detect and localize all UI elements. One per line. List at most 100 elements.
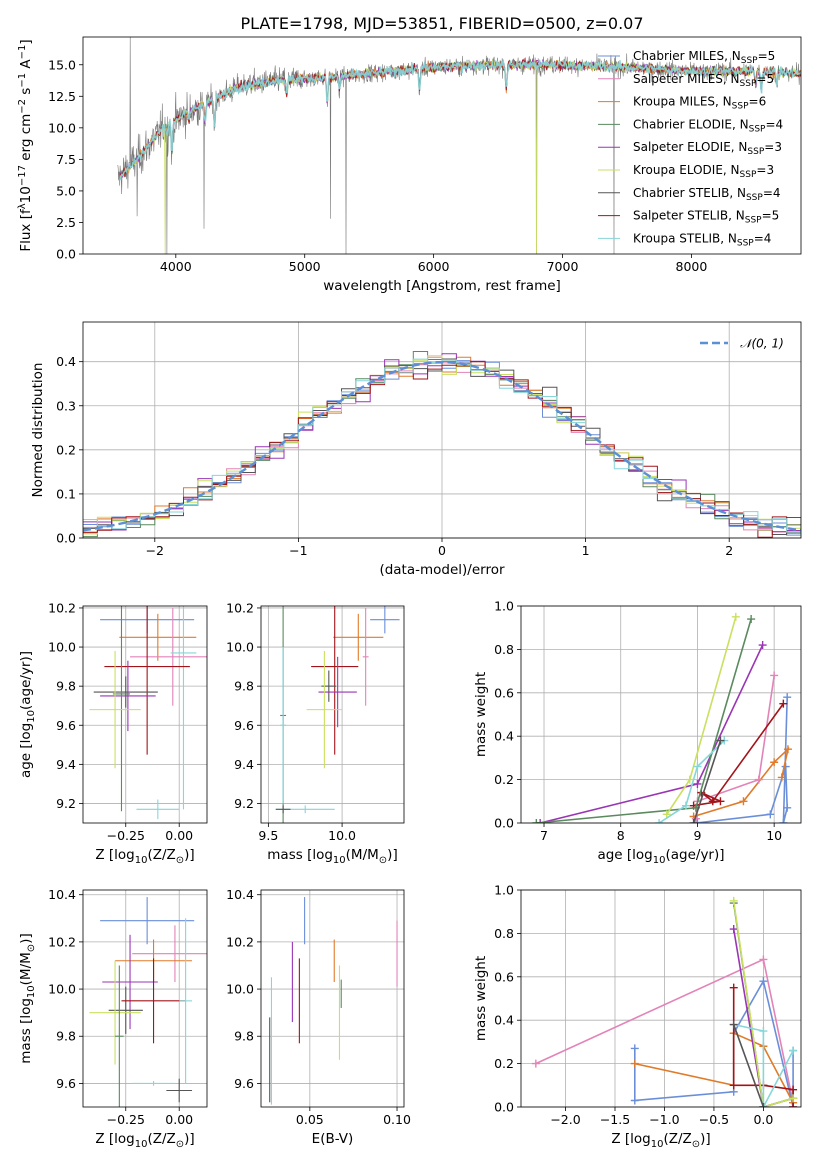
weight-marker-SM [759,955,768,964]
x-tick-label: 5000 [289,259,321,274]
legend-tail: =5 [756,72,774,86]
legend-sub: SSP [737,238,754,248]
label-part: s [18,88,34,99]
legend-entry-CS: Chabrier STELIB, NSSP=4 [633,186,781,203]
weight-marker-KE [662,810,671,819]
weight-marker-SE [729,925,738,934]
x-tick-label: −2 [146,543,164,558]
weight-line-KS [658,739,725,823]
legend-tail: =5 [758,49,776,63]
x-tick-label: 9.5 [258,828,278,843]
y-tick-label: 9.6 [56,1076,76,1091]
y-tick-label: 0.4 [494,1013,514,1028]
weight-marker-SS [779,699,788,708]
legend-sub: SSP [732,102,749,112]
label-part: (age/yr)] [18,651,34,710]
axes-frame [82,321,802,539]
weight-marker-CM [783,693,792,702]
x-tick-label: 0.05 [296,1112,324,1127]
x-axis-label: Z [log10(Z/Z⊙)] [611,1131,710,1150]
weight-marker-CE [747,615,756,624]
y-tick-label: 9.4 [56,757,76,772]
y-tick-label: 10.4 [226,887,254,902]
x-tick-label: 10.0 [328,828,356,843]
label-part: ⊙ [176,1139,184,1150]
y-tick-label: 10.0 [226,640,254,655]
x-axis-label: mass [log10(M/M⊙)] [267,847,397,866]
weight-marker-CM [766,810,775,819]
label-part: ⊙ [26,944,37,952]
legend-sub: SSP [749,124,766,134]
weight-marker-SE [693,779,702,788]
legend-base: Kroupa MILES, N [633,95,732,109]
x-tick-label: 4000 [160,259,192,274]
y-tick-label: 5.0 [56,183,76,198]
y-tick-label: 9.8 [234,679,254,694]
label-part: Z [log [95,847,134,863]
weight-marker-SE [758,641,767,650]
x-tick-label: −2.0 [550,1112,580,1127]
y-axis-label: age [log10(age/yr)] [18,651,37,778]
x-tick-label: −1 [289,543,307,558]
label-part: 10 [26,985,37,998]
y-axis-label: mass weight [473,956,489,1041]
legend-sub: SSP [740,79,757,89]
legend-entry-SS: Salpeter STELIB, NSSP=5 [633,209,779,226]
label-part: 10 [135,1139,148,1150]
axes-frame [520,889,802,1108]
label-part: erg cm [18,114,34,165]
x-axis-label: E(B-V) [312,1131,354,1147]
y-tick-label: 15.0 [48,57,76,72]
mass_vs_Z-panel: −0.25 0.009.69.810.010.210.4Z [log10(Z/Z⊙… [18,887,208,1150]
x-tick-label: 0.00 [165,1112,193,1127]
weight-marker-KS [681,801,690,810]
legend-entry-KM: Kroupa MILES, NSSP=6 [633,95,766,112]
label-part: Z [log [95,1131,134,1147]
weights_vs_Z-panel: −2.0 −1.5 −1.0 −0.5 0.0 0.0 0.2 0.4 0.6 0.8 1.0 Z [… [473,883,802,1150]
age_vs_mass-panel: 9.5 10.0 9.2 9.4 9.6 9.8 10.0 10.2 mass [log10(M… [226,600,405,866]
axes-frame [260,605,405,824]
weights_vs_Z-marks [531,896,798,1107]
label-part: −17 [17,165,28,186]
y-tick-label: 10.2 [48,600,76,615]
weight-marker-CM [759,977,768,986]
label-part: age [log [18,723,34,778]
spectrum-panel: 4000 5000 6000 7000 8000 0.0 2.5 5.0 7.5 10.0 12.5… [17,36,802,294]
y-axis-label: Normed distribution [30,363,46,498]
weight-marker-SS [729,983,738,992]
weight-marker-KM [630,1059,639,1068]
y-tick-label: 0.4 [494,729,514,744]
y-tick-label: 9.2 [234,796,254,811]
weight-marker-CM [630,1096,639,1105]
y-tick-label: 10.0 [48,982,76,997]
y-tick-label: 10.0 [48,640,76,655]
x-tick-label: −0.5 [699,1112,729,1127]
y-tick-label: 9.6 [56,718,76,733]
y-tick-label: 2.5 [56,215,76,230]
label-part: )] [184,1131,195,1147]
legend-entry-KS: Kroupa STELIB, NSSP=4 [633,231,771,248]
weight-marker-KM [739,797,748,806]
y-tick-label: 1.0 [494,599,514,614]
x-tick-label: 8000 [676,259,708,274]
y-tick-label: 0.4 [56,354,76,369]
x-tick-label: −1.0 [649,1112,679,1127]
weight-line-KE [732,900,794,1107]
x-axis-label: (data-model)/error [379,562,505,578]
x-tick-label: 6000 [418,259,450,274]
y-tick-label: 9.8 [234,1029,254,1044]
x-axis-label: wavelength [Angstrom, rest frame] [323,278,561,294]
y-tick-label: 0.2 [56,442,76,457]
weight-marker-CM [781,762,790,771]
label-part: 10 [651,1139,664,1150]
weight-marker-KE [789,1094,798,1103]
spectrum-marks [117,37,801,254]
x-tick-label: 7 [540,828,548,843]
y-tick-label: 10.2 [48,934,76,949]
label-part: (Z/Z [147,847,175,863]
y-tick-label: 7.5 [56,152,76,167]
x-tick-label: 0.10 [383,1112,411,1127]
label-part: (Z/Z [663,1131,691,1147]
weight-marker-KM [783,745,792,754]
weight-marker-CS [729,1020,738,1029]
